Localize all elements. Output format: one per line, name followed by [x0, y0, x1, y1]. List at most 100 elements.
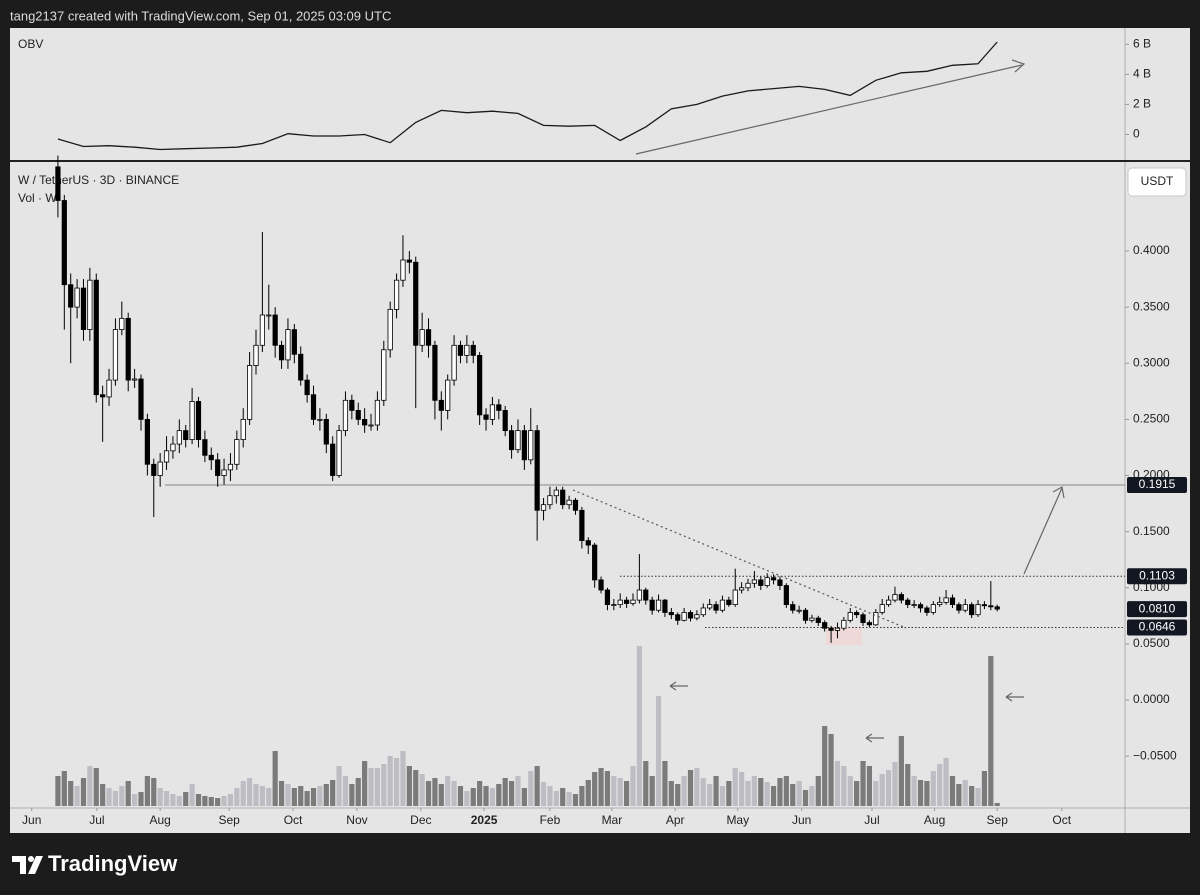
volume-bar: [119, 786, 125, 806]
candle-body: [381, 349, 387, 401]
candle-body: [681, 612, 687, 621]
volume-bar: [138, 792, 144, 806]
y-tick-label: 0.1500: [1133, 524, 1170, 538]
volume-bar: [764, 782, 770, 806]
volume-bar: [234, 788, 240, 806]
candle-body: [783, 585, 789, 606]
volume-arrow: [1005, 692, 1024, 702]
candle-body: [758, 579, 764, 586]
candle-body: [604, 589, 611, 606]
candle-body: [707, 604, 713, 609]
volume-bar: [624, 781, 630, 806]
price-level-box: [1127, 619, 1187, 636]
volume-bar: [662, 761, 668, 806]
volume-bar: [566, 792, 572, 806]
volume-bar: [87, 766, 93, 806]
volume-bar: [930, 771, 936, 806]
candle-body: [879, 604, 885, 613]
candle-body: [215, 459, 221, 476]
candle-body: [131, 378, 138, 381]
volume-arrow: [865, 733, 884, 743]
candle-body: [560, 489, 566, 506]
volume-bar: [336, 766, 342, 806]
candle-body: [259, 314, 265, 346]
price-level-label: 0.0646: [1139, 620, 1176, 634]
volume-bar: [112, 791, 119, 806]
symbol-title: W / TetherUS · 3D · BINANCE: [18, 173, 179, 187]
volume-bar: [68, 781, 74, 806]
volume-bar: [100, 784, 106, 806]
volume-bar: [866, 766, 873, 806]
volume-bar: [905, 764, 911, 806]
candle-body: [208, 454, 214, 461]
y-tick-label: 0.3500: [1133, 299, 1170, 313]
volume-bar: [687, 770, 694, 806]
candle-body: [227, 463, 234, 471]
x-tick-label: Dec: [410, 813, 431, 827]
candle-body: [291, 329, 297, 355]
price-level-label: 0.1103: [1139, 568, 1175, 582]
x-tick-label: 2025: [471, 813, 498, 827]
volume-bar: [502, 778, 508, 806]
candle-body: [873, 612, 879, 626]
volume-bar: [790, 784, 796, 806]
candle-body: [278, 344, 285, 361]
y-tick-label: 0.2500: [1133, 412, 1170, 426]
highlight-zone: [826, 627, 862, 645]
candle-body: [496, 404, 502, 411]
volume-bar: [751, 776, 757, 806]
candle-body: [170, 443, 176, 452]
logo-dot: [28, 856, 34, 862]
candle-body: [489, 404, 496, 420]
volume-bar: [55, 776, 61, 806]
volume-bar: [285, 784, 291, 806]
candle-body: [751, 579, 757, 584]
candle-body: [266, 314, 272, 317]
volume-bar: [419, 774, 425, 806]
volume-bar: [253, 784, 259, 806]
downtrend-line: [572, 489, 907, 629]
volume-bar: [151, 778, 157, 806]
volume-bar: [681, 776, 687, 806]
volume-bar: [508, 781, 515, 806]
candle-body: [579, 509, 585, 542]
candle-body: [662, 599, 668, 613]
volume-bar: [962, 780, 968, 806]
volume-bar: [713, 776, 719, 806]
candle-body: [349, 399, 355, 411]
candle-body: [937, 601, 943, 606]
volume-bar: [924, 781, 930, 806]
candle-body: [630, 599, 636, 604]
y-tick-label: 0.0000: [1133, 692, 1170, 706]
candle-body: [777, 579, 783, 586]
volume-bar: [732, 768, 738, 806]
volume-bar: [131, 794, 138, 806]
candle-body: [432, 344, 438, 401]
volume-bar: [215, 798, 221, 806]
volume-bar: [700, 778, 706, 806]
volume-bar: [483, 786, 489, 806]
volume-bar: [809, 786, 815, 806]
price-level-label: 0.1915: [1139, 477, 1176, 491]
volume-bar: [822, 726, 828, 806]
candle-body: [988, 605, 994, 608]
candle-body: [477, 355, 483, 416]
volume-bar: [994, 803, 1000, 806]
volume-bar: [438, 784, 444, 806]
volume-bar: [834, 761, 841, 806]
volume-bar: [176, 796, 182, 806]
candle-body: [163, 450, 170, 463]
candle-body: [719, 599, 726, 611]
volume-bar: [240, 781, 246, 806]
volume-bar: [975, 788, 981, 806]
volume-bar: [330, 780, 336, 806]
volume-bar: [406, 766, 412, 806]
candle-body: [700, 607, 706, 616]
candle-body: [732, 589, 738, 606]
candle-body: [943, 597, 949, 603]
candle-body: [419, 329, 425, 346]
candle-body: [815, 617, 821, 623]
candle-body: [368, 424, 374, 427]
volume-bar: [323, 784, 329, 806]
